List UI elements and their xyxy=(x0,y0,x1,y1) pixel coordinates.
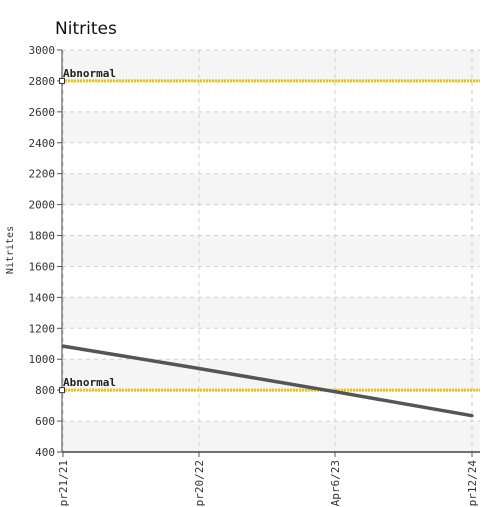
band xyxy=(62,297,480,329)
y-tick-label: 800 xyxy=(35,384,55,397)
x-tick-label: Apr6/23 xyxy=(329,460,342,506)
y-tick-label: 400 xyxy=(35,446,55,459)
reference-label: Abnormal xyxy=(63,376,116,389)
x-tick-label: Apr12/24 xyxy=(466,460,479,507)
reference-marker xyxy=(59,77,65,84)
band xyxy=(62,421,480,452)
y-axis-label: Nitrites xyxy=(5,226,16,274)
series xyxy=(61,344,474,418)
y-tick-label: 2200 xyxy=(29,168,56,181)
band xyxy=(62,111,480,143)
y-tick-label: 1200 xyxy=(29,322,56,335)
band xyxy=(62,235,480,267)
reference-label: Abnormal xyxy=(63,67,116,80)
series-line xyxy=(62,344,473,418)
axes xyxy=(61,50,480,453)
band xyxy=(62,173,480,205)
data-point xyxy=(61,344,65,348)
data-point xyxy=(470,414,474,418)
y-tick-label: 1000 xyxy=(29,353,56,366)
y-tick-label: 600 xyxy=(35,415,55,428)
y-tick-label: 3000 xyxy=(29,44,56,57)
data-point xyxy=(197,366,201,371)
data-point xyxy=(333,390,337,394)
reference-marker xyxy=(59,387,65,394)
y-tick-label: 2800 xyxy=(29,75,56,88)
x-tick-label: Apr20/22 xyxy=(193,460,206,507)
y-tick-label: 2400 xyxy=(29,137,56,150)
band xyxy=(62,359,480,391)
reference-lines: Abnormal Abnormal xyxy=(59,67,480,394)
band xyxy=(62,50,480,81)
y-tick-label: 1400 xyxy=(29,291,56,304)
background-bands xyxy=(62,50,480,452)
y-tick-label: 1800 xyxy=(29,230,56,243)
y-tick-label: 1600 xyxy=(29,260,56,273)
y-tick-label: 2000 xyxy=(29,199,56,212)
chart-title: Nitrites xyxy=(55,19,117,39)
x-tick-label: Apr21/21 xyxy=(57,460,70,507)
x-ticks: Apr21/21 Apr20/22 Apr6/23 Apr12/24 xyxy=(57,452,479,507)
y-tick-label: 2600 xyxy=(29,106,56,119)
y-ticks: 400 600 800 1000 1200 1400 1600 1800 2000 2200 240… xyxy=(29,44,62,459)
